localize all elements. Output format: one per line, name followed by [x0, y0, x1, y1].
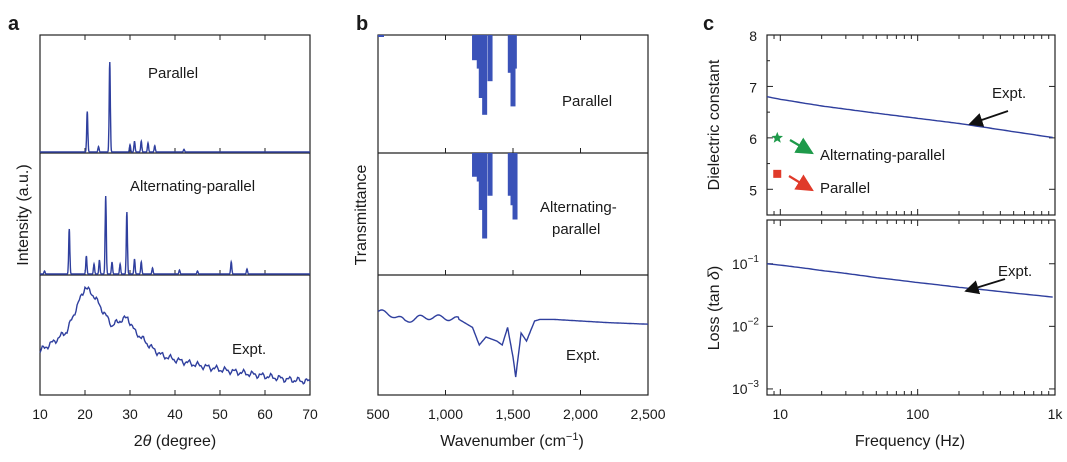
panel-b-tick-label: 2,500	[630, 406, 665, 422]
panel-c-x-tick-label: 100	[906, 406, 930, 422]
panel-c: c 10 100 1k 5 6 7 8 10−1 10−2 10−3 Expt. Alternat…	[703, 13, 1063, 450]
panel-a-y-axis-label: Intensity (a.u.)	[15, 164, 32, 265]
panel-b-tick-label: 2,000	[563, 406, 598, 422]
panel-a-x-axis-label: 2θ (degree)	[134, 433, 217, 450]
panel-b-bar-alternating-parallel	[482, 153, 488, 239]
panel-a-trace-alternating-parallel	[40, 195, 310, 275]
panel-c-marker-alternating-parallel	[771, 131, 783, 143]
panel-c-y-axis-label-top: Dielectric constant	[706, 59, 723, 190]
panel-c-arrow-parallel	[788, 174, 814, 192]
panel-a-frame	[39, 34, 311, 396]
panel-c-traces	[766, 96, 1053, 298]
panel-a-trace-parallel	[40, 61, 310, 153]
panel-c-label-expt-bottom: Expt.	[998, 263, 1032, 280]
panel-c-label-alternating-parallel: Alternating-parallel	[820, 147, 945, 164]
panel-c-bottom-y-tick-label: 10−1	[732, 254, 759, 272]
panel-c-label-expt-top: Expt.	[992, 85, 1026, 102]
panel-b-bar-alternating-parallel	[472, 153, 478, 177]
panel-c-line-dielectric-expt	[766, 96, 1053, 139]
panel-c-label-parallel: Parallel	[820, 180, 870, 197]
panel-a-label-alternating-parallel: Alternating-parallel	[130, 178, 255, 195]
panel-c-bottom-y-tick-label: 10−3	[732, 379, 759, 397]
panel-c-bottom-frame	[766, 219, 1056, 396]
panel-b-tick-label: 500	[366, 406, 390, 422]
panel-b-bar-alternating-parallel	[507, 153, 513, 196]
panel-a-label-expt: Expt.	[232, 341, 266, 358]
panel-b-bar-alternating-parallel	[512, 153, 518, 220]
panel-a-tick-label: 70	[302, 406, 318, 422]
panel-b-bar-parallel	[511, 35, 517, 69]
panel-b-traces	[377, 35, 648, 378]
panel-c-arrow-expt-top	[968, 110, 1009, 127]
panel-b-x-ticks: 500 1,000 1,500 2,000 2,500	[366, 35, 666, 422]
panel-c-arrow-expt-bottom	[964, 278, 1006, 295]
panel-b-bar-parallel	[510, 35, 516, 107]
panel-b-bar-parallel	[487, 35, 493, 82]
panel-a: a 10 20 30 40 50 60 70 Parallel Alternating-pa…	[8, 13, 318, 450]
panel-b-trace-expt	[377, 309, 648, 378]
panel-b-bar-alternating-parallel	[478, 153, 484, 210]
panel-b: b 500 1,000 1,500 2,000 2,500 Parallel Alter…	[353, 13, 666, 450]
panel-b-bar-parallel	[472, 35, 478, 61]
panel-b-bar-alternating-parallel	[487, 153, 493, 196]
panel-c-bottom-y-tick-label: 10−2	[732, 316, 759, 334]
panel-c-top-y-tick-label: 5	[749, 182, 757, 198]
panel-b-bar-parallel	[482, 35, 488, 115]
panel-b-label-expt: Expt.	[566, 347, 600, 364]
panel-a-tick-label: 20	[77, 406, 93, 422]
panel-b-x-axis-label: Wavenumber (cm−1)	[440, 431, 584, 450]
panel-b-tick-label: 1,500	[495, 406, 530, 422]
panel-b-label-parallel: Parallel	[562, 93, 612, 110]
panel-a-traces	[39, 61, 311, 385]
panel-a-x-ticks: 10 20 30 40 50 60 70	[32, 35, 318, 422]
panel-c-x-axis-label: Frequency (Hz)	[855, 433, 965, 450]
panel-a-trace-expt	[39, 285, 311, 385]
panel-a-tick-label: 10	[32, 406, 48, 422]
panel-c-line-loss-expt	[766, 263, 1053, 298]
panel-b-bar-parallel	[478, 35, 484, 98]
panel-a-tick-label: 60	[257, 406, 273, 422]
panel-c-top-y-tick-label: 6	[749, 131, 757, 147]
panel-b-y-axis-label: Transmittance	[353, 165, 370, 266]
panel-a-tick-label: 50	[212, 406, 228, 422]
panel-c-x-tick-label: 10	[773, 406, 789, 422]
panel-b-bar-parallel	[507, 35, 513, 73]
panel-b-letter: b	[356, 13, 368, 35]
panel-c-y-axis-label-bottom: Loss (tan δ)	[706, 266, 723, 350]
panel-c-top-y-tick-label: 8	[749, 28, 757, 44]
panel-c-arrow-alternating	[789, 137, 814, 155]
panel-c-x-tick-label: 1k	[1048, 406, 1064, 422]
panel-a-tick-label: 30	[122, 406, 138, 422]
panel-c-axes: 10 100 1k 5 6 7 8 10−1 10−2 10−3	[732, 28, 1063, 422]
panel-b-label-alternating-2: parallel	[552, 221, 600, 238]
panel-a-label-parallel: Parallel	[148, 65, 198, 82]
panel-b-label-alternating-1: Alternating-	[540, 199, 617, 216]
panel-c-top-y-tick-label: 7	[749, 79, 757, 95]
panel-b-tick-label: 1,000	[428, 406, 463, 422]
panel-c-marker-parallel	[773, 169, 782, 178]
panel-a-letter: a	[8, 13, 20, 35]
panel-c-letter: c	[703, 13, 714, 35]
panel-a-tick-label: 40	[167, 406, 183, 422]
